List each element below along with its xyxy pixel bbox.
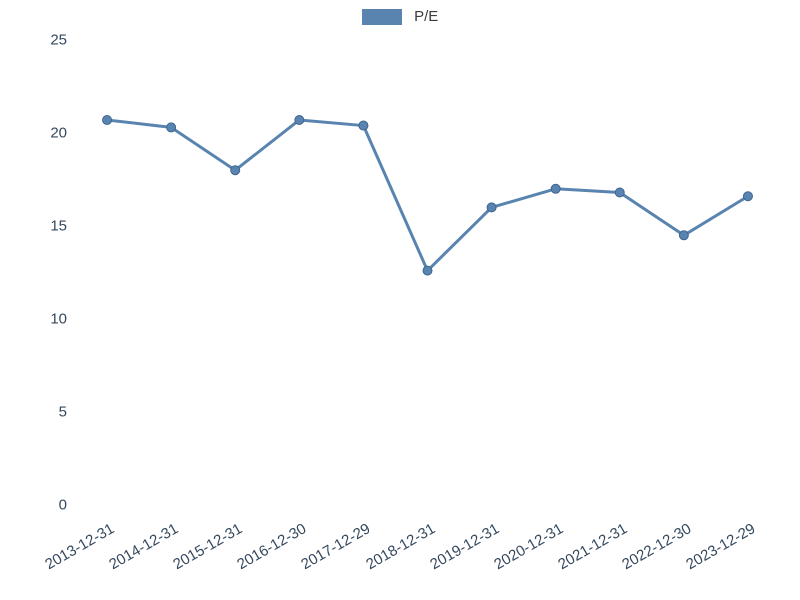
data-point — [743, 192, 752, 201]
data-point — [551, 184, 560, 193]
y-tick-label: 15 — [17, 218, 67, 235]
plot-area — [0, 0, 800, 600]
data-point — [487, 203, 496, 212]
data-point — [615, 188, 624, 197]
data-point — [423, 266, 432, 275]
pe-line-chart: P/E 0510152025 2013-12-312014-12-312015-… — [0, 0, 800, 600]
series-line — [107, 120, 748, 271]
y-tick-label: 20 — [17, 125, 67, 142]
data-point — [103, 115, 112, 124]
data-point — [679, 231, 688, 240]
data-point — [167, 123, 176, 132]
data-point — [231, 166, 240, 175]
y-tick-label: 5 — [17, 404, 67, 421]
data-point — [359, 121, 368, 130]
y-tick-label: 10 — [17, 311, 67, 328]
data-point — [295, 115, 304, 124]
y-tick-label: 25 — [17, 32, 67, 49]
y-tick-label: 0 — [17, 497, 67, 514]
